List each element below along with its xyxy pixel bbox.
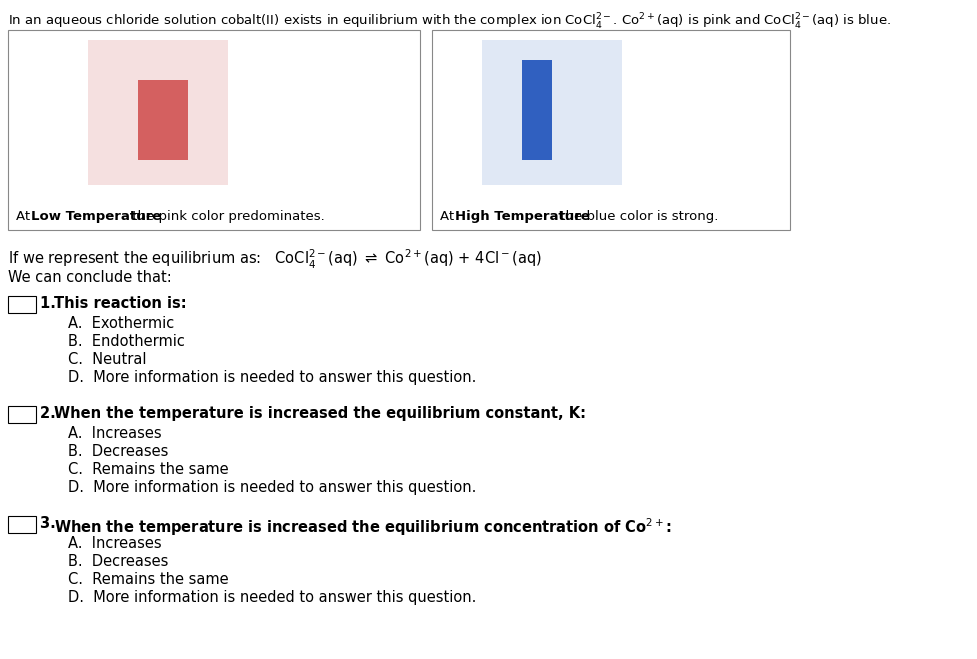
Text: A.  Increases: A. Increases: [68, 536, 161, 551]
Text: 3.: 3.: [40, 516, 61, 531]
Bar: [432, 30, 790, 230]
Text: B.  Decreases: B. Decreases: [68, 554, 168, 569]
Text: Low Temperature: Low Temperature: [31, 210, 161, 223]
Text: In an aqueous chloride solution cobalt(II) exists in equilibrium with the comple: In an aqueous chloride solution cobalt(I…: [8, 12, 891, 32]
Text: C.  Remains the same: C. Remains the same: [68, 572, 229, 587]
Text: C.  Remains the same: C. Remains the same: [68, 462, 229, 477]
Text: At: At: [440, 210, 458, 223]
Bar: [482, 40, 622, 185]
Text: A.  Increases: A. Increases: [68, 426, 161, 441]
Bar: [8, 516, 36, 533]
Bar: [88, 40, 228, 185]
Text: When the temperature is increased the equilibrium concentration of Co$^{2+}$:: When the temperature is increased the eq…: [54, 516, 671, 538]
Text: the blue color is strong.: the blue color is strong.: [556, 210, 718, 223]
Text: 1.: 1.: [40, 296, 61, 311]
Text: If we represent the equilibrium as:   CoCl$_4^{2-}$(aq) $\rightleftharpoons$ Co$: If we represent the equilibrium as: CoCl…: [8, 248, 542, 272]
Bar: [8, 406, 36, 423]
Text: This reaction is:: This reaction is:: [54, 296, 187, 311]
Text: D.  More information is needed to answer this question.: D. More information is needed to answer …: [68, 590, 477, 605]
Bar: [138, 80, 188, 160]
Bar: [8, 30, 420, 230]
Text: B.  Decreases: B. Decreases: [68, 444, 168, 459]
Text: C.  Neutral: C. Neutral: [68, 352, 147, 367]
Text: the pink color predominates.: the pink color predominates.: [128, 210, 324, 223]
Text: We can conclude that:: We can conclude that:: [8, 270, 172, 285]
Bar: [8, 296, 36, 313]
Text: D.  More information is needed to answer this question.: D. More information is needed to answer …: [68, 480, 477, 495]
Text: High Temperature: High Temperature: [455, 210, 590, 223]
Text: A.  Exothermic: A. Exothermic: [68, 316, 174, 331]
Text: D.  More information is needed to answer this question.: D. More information is needed to answer …: [68, 370, 477, 385]
Text: B.  Endothermic: B. Endothermic: [68, 334, 185, 349]
Text: 2.: 2.: [40, 406, 61, 421]
Bar: [522, 60, 552, 160]
Text: When the temperature is increased the equilibrium constant, K:: When the temperature is increased the eq…: [54, 406, 586, 421]
Text: At: At: [16, 210, 34, 223]
